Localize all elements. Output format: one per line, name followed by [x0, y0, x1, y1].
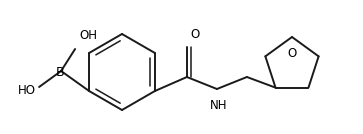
Text: B: B — [56, 66, 64, 79]
Text: O: O — [190, 28, 200, 41]
Text: OH: OH — [79, 29, 97, 42]
Text: NH: NH — [210, 99, 228, 112]
Text: HO: HO — [18, 83, 36, 96]
Text: O: O — [287, 47, 297, 60]
